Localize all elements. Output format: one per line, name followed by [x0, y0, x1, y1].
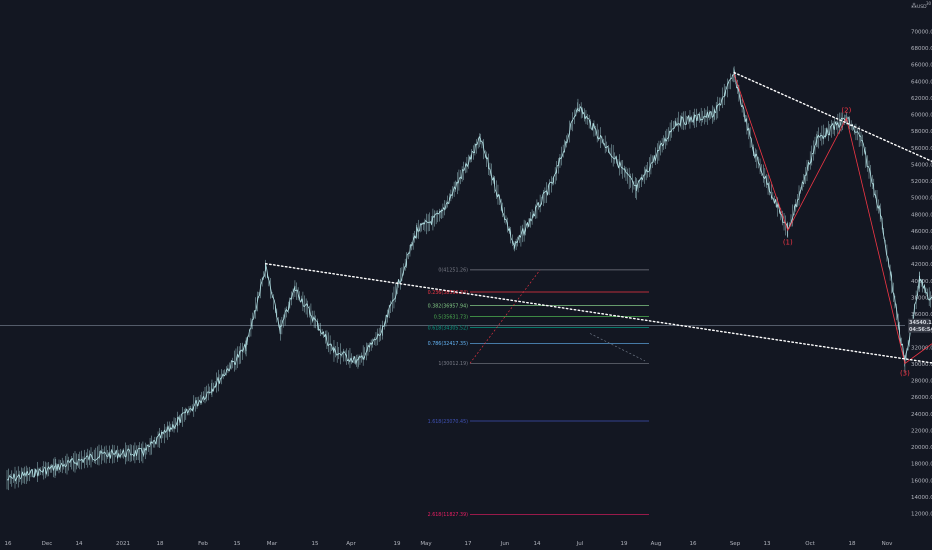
trendline-lower[interactable]	[264, 262, 932, 495]
y-tick-label: 56000.00	[911, 146, 932, 152]
fib-level-label: 0.5(35631.73)	[434, 314, 468, 320]
x-tick-label: 16	[5, 541, 12, 547]
x-tick-label: May	[420, 541, 432, 547]
y-tick-label: 12000.00	[911, 512, 932, 518]
wave-label: (2)	[841, 106, 851, 114]
x-tick-label: Apr	[346, 541, 356, 547]
y-tick-label: 32000.00	[911, 345, 932, 351]
fib-level-label: 0.786(32417.35)	[428, 341, 468, 347]
y-tick-label: 66000.00	[911, 63, 932, 69]
y-tick-label: 64000.00	[911, 79, 932, 85]
y-tick-label: 20000.00	[911, 445, 932, 451]
x-tick-label: 14	[76, 541, 83, 547]
y-tick-label: 52000.00	[911, 179, 932, 185]
y-tick-label: 24000.00	[911, 412, 932, 418]
y-tick-label: 18000.00	[911, 462, 932, 468]
trendline-upper[interactable]	[733, 71, 932, 397]
y-tick-label: 60000.00	[911, 113, 932, 119]
y-tick-label: 26000.00	[911, 395, 932, 401]
fib-diagonal	[469, 269, 541, 364]
y-tick-label: 38000.00	[911, 295, 932, 301]
y-tick-label: 58000.00	[911, 129, 932, 135]
x-tick-label: 15	[234, 541, 241, 547]
y-tick-label: 22000.00	[911, 428, 932, 434]
y-tick-label: 54000.00	[911, 162, 932, 168]
price-badge-label: 34540.14	[909, 320, 932, 326]
symbol-icon: ⁂	[911, 3, 917, 10]
y-tick-label: 28000.00	[911, 379, 932, 385]
x-tick-label: 2021	[116, 541, 130, 547]
x-tick-label: Sep	[730, 541, 741, 547]
x-tick-label: Jul	[576, 541, 584, 547]
x-tick-label: 18	[157, 541, 164, 547]
x-tick-label: Feb	[198, 541, 208, 547]
y-tick-label: 62000.00	[911, 96, 932, 102]
x-tick-label: 14	[534, 541, 541, 547]
y-tick-label: 68000.00	[911, 46, 932, 52]
x-tick-label: 19	[394, 541, 401, 547]
x-tick-label: Jun	[500, 541, 510, 547]
y-tick-label: 16000.00	[911, 478, 932, 484]
fib-level-label: 2.618(11827.39)	[428, 512, 468, 518]
x-tick-label: Nov	[882, 541, 893, 547]
x-tick-label: 15	[312, 541, 319, 547]
price-badge	[908, 318, 930, 326]
wave-label: (3)	[900, 369, 910, 377]
y-tick-label: 70000.00	[911, 30, 932, 36]
x-tick-label: Aug	[651, 541, 662, 547]
wave-label: (1)	[783, 238, 793, 246]
x-tick-label: 17	[465, 541, 472, 547]
elliott-wave-path[interactable]	[733, 74, 932, 417]
currency-label: USD	[917, 4, 927, 10]
x-tick-label: 18	[849, 541, 856, 547]
x-tick-label: Dec	[42, 541, 53, 547]
fib-level-label: 1(30012.19)	[438, 361, 468, 367]
x-tick-label: 13	[764, 541, 771, 547]
fib-level-label: 0(41251.26)	[438, 268, 468, 274]
price-badge-label: 04:56:54	[909, 327, 932, 333]
y-tick-label: 50000.00	[911, 196, 932, 202]
x-tick-label: Oct	[805, 541, 815, 547]
fib-level-label: 0.382(36957.94)	[428, 303, 468, 309]
x-tick-label: Mar	[267, 541, 278, 547]
fib-level-label: 1.618(23070.45)	[428, 419, 468, 425]
price-badge	[908, 325, 930, 333]
y-tick-label: 14000.00	[911, 495, 932, 501]
y-tick-label: 44000.00	[911, 246, 932, 252]
x-tick-label: 16	[690, 541, 697, 547]
x-tick-label: 19	[621, 541, 628, 547]
y-tick-label: 48000.00	[911, 212, 932, 218]
y-tick-label: 30000.00	[911, 362, 932, 368]
y-tick-label: 42000.00	[911, 262, 932, 268]
fib-level-label: 0.236(38596.84)	[428, 290, 468, 296]
interval-label: 30	[926, 1, 932, 6]
fib-level-label: 0.618(34305.52)	[428, 325, 468, 331]
y-tick-label: 46000.00	[911, 229, 932, 235]
y-tick-label: 36000.00	[911, 312, 932, 318]
